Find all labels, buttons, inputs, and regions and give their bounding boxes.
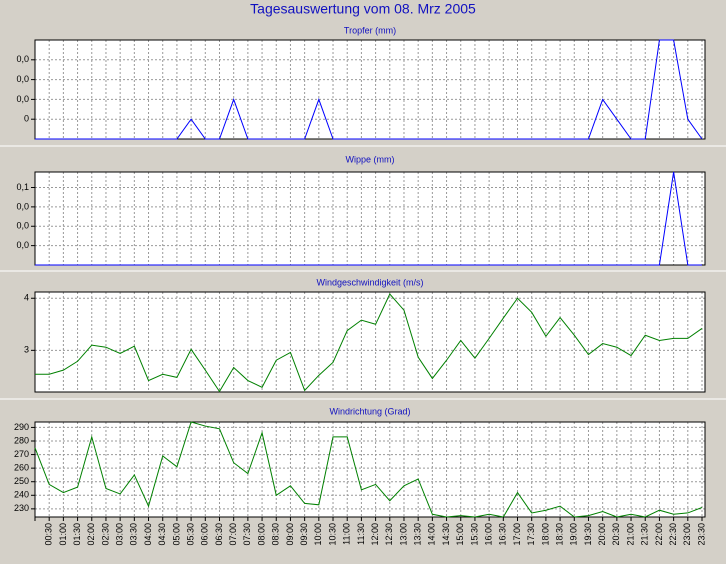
x-tick-label: 10:00 xyxy=(313,523,323,546)
x-tick-label: 15:30 xyxy=(469,523,479,546)
line xyxy=(35,293,703,393)
x-tick-label: 17:00 xyxy=(512,523,522,546)
y-tick-label: 0,0 xyxy=(16,94,29,104)
y-tick-label: 3 xyxy=(24,345,29,355)
x-tick-label: 19:30 xyxy=(583,523,593,546)
x-tick-label: 04:00 xyxy=(143,523,153,546)
x-tick-label: 14:00 xyxy=(427,523,437,546)
y-tick-label: 230 xyxy=(14,503,29,513)
x-tick-label: 19:00 xyxy=(569,523,579,546)
x-tick-label: 03:00 xyxy=(115,523,125,546)
plot-area xyxy=(35,172,705,265)
y-tick-label: 280 xyxy=(14,435,29,445)
line xyxy=(35,171,702,266)
plot-area xyxy=(35,292,705,392)
x-tick-label: 23:00 xyxy=(682,523,692,546)
x-tick-label: 01:30 xyxy=(72,523,82,546)
x-tick-label: 15:00 xyxy=(455,523,465,546)
y-tick-label: 270 xyxy=(14,449,29,459)
x-tick-label: 18:30 xyxy=(554,523,564,546)
x-tick-label: 09:30 xyxy=(299,523,309,546)
y-tick-label: 250 xyxy=(14,476,29,486)
x-tick-label: 18:00 xyxy=(540,523,550,546)
x-tick-label: 20:30 xyxy=(611,523,621,546)
x-tick-label: 08:30 xyxy=(271,523,281,546)
x-tick-label: 16:00 xyxy=(484,523,494,546)
x-tick-label: 20:00 xyxy=(597,523,607,546)
x-tick-label: 22:30 xyxy=(668,523,678,546)
chart-title: Wippe (mm) xyxy=(346,154,395,164)
x-tick-label: 06:00 xyxy=(200,523,210,546)
x-tick-label: 22:00 xyxy=(654,523,664,546)
y-tick-label: 240 xyxy=(14,490,29,500)
plot-area xyxy=(35,40,705,139)
x-tick-label: 17:30 xyxy=(526,523,536,546)
x-tick-label: 11:30 xyxy=(356,523,366,545)
x-tick-label: 05:00 xyxy=(171,523,181,546)
x-tick-label: 00:30 xyxy=(44,523,54,546)
y-tick-label: 0,0 xyxy=(16,201,29,211)
y-tick-label: 0,1 xyxy=(16,182,29,192)
x-tick-label: 03:30 xyxy=(129,523,139,546)
x-tick-label: 01:00 xyxy=(58,523,68,546)
x-tick-label: 07:00 xyxy=(228,523,238,546)
x-tick-label: 08:00 xyxy=(256,523,266,546)
plot-border xyxy=(34,291,706,393)
plot-area xyxy=(35,422,705,517)
y-tick-label: 0,0 xyxy=(16,240,29,250)
y-tick-label: 0 xyxy=(24,114,29,124)
chart-title: Windrichtung (Grad) xyxy=(329,406,410,416)
x-tick-label: 23:30 xyxy=(696,523,706,546)
plot-border xyxy=(34,421,706,518)
x-tick-label: 11:00 xyxy=(342,523,352,545)
chart-title: Tropfer (mm) xyxy=(344,25,396,35)
x-tick-label: 16:30 xyxy=(498,523,508,546)
x-tick-label: 04:30 xyxy=(157,523,167,546)
y-tick-label: 290 xyxy=(14,422,29,432)
x-tick-label: 13:30 xyxy=(413,523,423,546)
x-tick-label: 21:30 xyxy=(640,523,650,546)
x-tick-label: 02:00 xyxy=(86,523,96,546)
page-title: Tagesauswertung vom 08. Mrz 2005 xyxy=(250,1,476,17)
x-tick-label: 10:30 xyxy=(327,523,337,546)
x-tick-label: 05:30 xyxy=(185,523,195,546)
y-tick-label: 4 xyxy=(24,293,29,303)
line xyxy=(34,421,703,518)
x-tick-label: 07:30 xyxy=(242,523,252,546)
x-tick-label: 06:30 xyxy=(214,523,224,546)
y-tick-label: 0,0 xyxy=(16,221,29,231)
x-tick-label: 13:00 xyxy=(398,523,408,546)
y-tick-label: 0,0 xyxy=(16,74,29,84)
x-tick-label: 09:00 xyxy=(285,523,295,546)
x-tick-label: 14:30 xyxy=(441,523,451,546)
x-tick-label: 21:00 xyxy=(625,523,635,546)
line xyxy=(35,39,703,140)
y-tick-label: 260 xyxy=(14,463,29,473)
chart-title: Windgeschwindigkeit (m/s) xyxy=(316,277,423,287)
y-tick-label: 0,0 xyxy=(16,54,29,64)
x-tick-label: 12:30 xyxy=(384,523,394,546)
x-tick-label: 12:00 xyxy=(370,523,380,546)
x-tick-label: 02:30 xyxy=(100,523,110,546)
